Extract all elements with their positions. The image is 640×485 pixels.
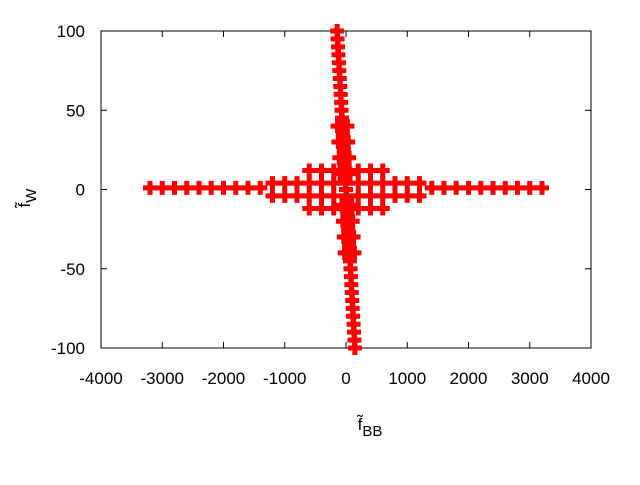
x-tick-label: -3000 [141,369,184,388]
point [412,176,427,191]
point [400,176,415,191]
point [522,180,537,195]
point [486,180,500,195]
point [363,176,378,191]
x-axis-label: f̃BB [356,414,382,440]
point [265,188,280,203]
point [277,176,292,191]
point [326,176,341,191]
point [314,188,329,203]
x-tick-label: 2000 [450,369,488,388]
point [437,180,451,195]
point [342,166,357,181]
point [302,201,317,216]
point [204,180,219,195]
point [167,180,182,195]
point [461,180,476,195]
point [363,188,378,203]
point [342,150,357,165]
point [302,188,317,203]
point [498,180,513,195]
point [143,180,157,195]
point [535,180,549,195]
point [351,188,366,203]
point [375,163,390,178]
y-label-subscript: W [23,188,40,203]
point [277,188,292,203]
point [449,180,464,195]
x-tick-label: -4000 [79,369,122,388]
point [347,245,362,260]
x-tick-label: 4000 [572,369,610,388]
y-tick-label: 0 [76,181,85,200]
point [326,188,341,203]
y-label-text: f̃ [14,202,34,209]
point [346,230,361,245]
point [314,201,329,216]
point [347,341,362,355]
point [179,180,194,195]
point [326,201,341,216]
point [351,176,366,191]
point [228,180,243,195]
point [400,188,415,203]
point [375,176,390,191]
x-label-subscript: BB [362,423,382,440]
point [412,188,427,203]
point [473,180,488,195]
x-tick-label: 3000 [511,369,549,388]
point [302,176,317,191]
point [192,180,206,195]
x-tick-label: 0 [341,369,350,388]
point [340,119,355,134]
y-tick-label: -50 [60,260,85,279]
point [363,201,378,216]
point [363,163,378,178]
x-tick-label: -1000 [263,369,306,388]
point [375,201,390,216]
point [265,176,280,191]
point [510,180,525,195]
point [388,188,402,203]
x-label-text: f̃ [356,414,363,434]
point [216,180,231,195]
point [290,188,304,203]
point [351,163,366,178]
point [314,176,329,191]
y-tick-label: -100 [51,339,85,358]
x-tick-label: -2000 [202,369,245,388]
point [344,198,359,213]
point [388,176,402,191]
point [155,180,170,195]
point [424,180,439,195]
point [241,180,255,195]
point [302,163,317,178]
point [375,188,390,203]
point [314,163,329,178]
point [253,180,268,195]
x-tick-label: 1000 [388,369,426,388]
y-axis-label: f̃W [14,188,40,209]
y-tick-label: 100 [57,22,85,41]
point [341,134,356,149]
y-tick-label: 50 [66,101,85,120]
point [290,176,304,191]
point [345,214,360,229]
